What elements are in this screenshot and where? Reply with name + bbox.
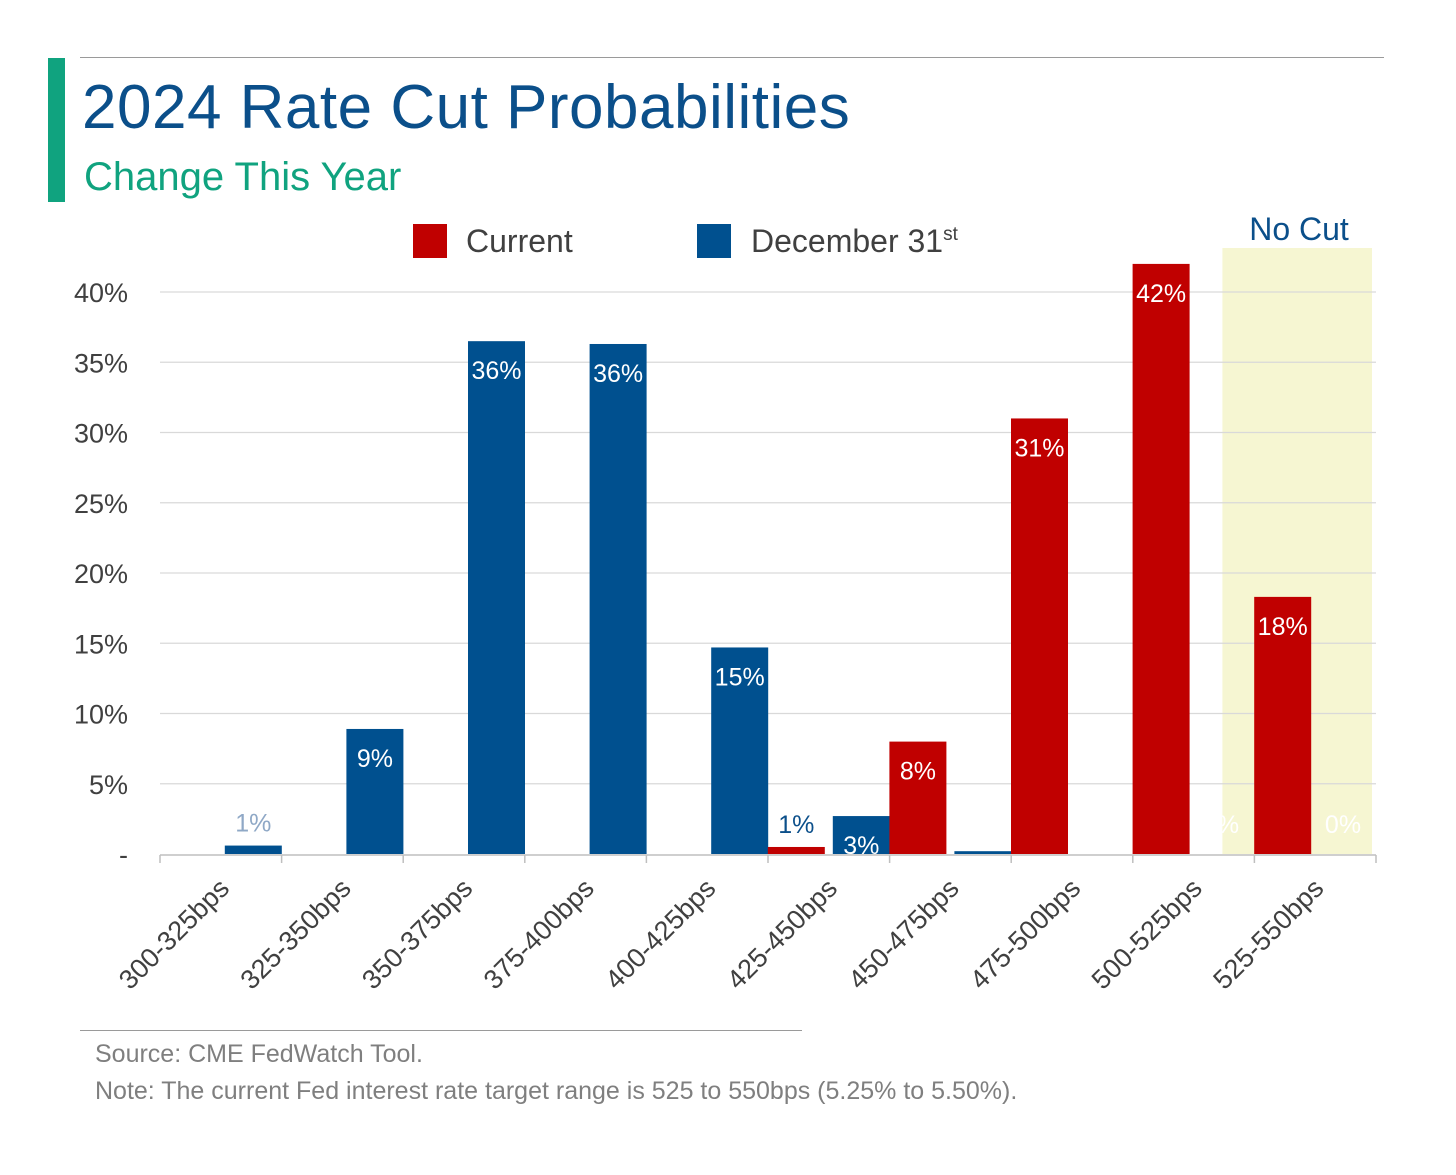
y-tick-label: -: [119, 840, 128, 870]
bar-december: [589, 343, 647, 854]
footer-rule: [80, 1030, 802, 1031]
legend-swatch-current: [413, 224, 447, 258]
bar-december: [832, 816, 890, 854]
data-label-current: 42%: [1136, 280, 1186, 308]
legend-label-december: December 31st: [751, 223, 959, 259]
data-label-current: 31%: [1014, 434, 1064, 462]
bar-current: [889, 741, 947, 854]
data-label-december: 15%: [715, 663, 765, 691]
y-tick-label: 40%: [74, 278, 128, 308]
bar-december: [711, 647, 769, 854]
data-label-current: 8%: [900, 758, 936, 786]
title-accent-bar: [48, 58, 65, 202]
y-tick-label: 15%: [74, 629, 128, 659]
x-tick-label: 525-550bps: [1207, 873, 1329, 995]
legend-swatch-december: [697, 224, 731, 258]
data-label-december: 9%: [357, 745, 393, 773]
y-tick-label: 25%: [74, 489, 128, 519]
data-label-december: 36%: [471, 357, 521, 385]
chart-subtitle: Change This Year: [84, 155, 402, 199]
x-tick-label: 500-525bps: [1086, 873, 1208, 995]
y-tick-label: 35%: [74, 348, 128, 378]
top-rule: [80, 57, 1384, 58]
bar-current: [1254, 596, 1312, 854]
bar-current: [767, 846, 825, 854]
x-tick-label: 425-450bps: [721, 873, 843, 995]
data-label-december: 3%: [843, 832, 879, 860]
bar-current: [1132, 263, 1190, 854]
data-label-december: %: [1217, 811, 1239, 839]
data-label-current: 1%: [778, 811, 814, 839]
x-tick-label: 325-350bps: [235, 873, 357, 995]
bar-chart: No Cut - 5% 10% 15% 20% 25% 30% 35% 40% 1% 300-325b…: [74, 211, 1377, 995]
bar-current: [1011, 418, 1068, 854]
chart-title: 2024 Rate Cut Probabilities: [82, 73, 851, 142]
x-tick-label: 450-475bps: [843, 873, 965, 995]
x-tick-label: 350-375bps: [356, 873, 478, 995]
x-tick-label: 400-425bps: [599, 873, 721, 995]
data-label-december: 0%: [1325, 811, 1361, 839]
y-tick-label: 10%: [74, 700, 128, 730]
bar-december: [954, 851, 1012, 854]
y-tick-label: 20%: [74, 559, 128, 589]
no-cut-label: No Cut: [1249, 211, 1349, 247]
bar-december: [346, 728, 404, 854]
x-tick-label: 475-500bps: [964, 873, 1086, 995]
data-label-current: 18%: [1258, 613, 1308, 641]
data-label-december: 36%: [593, 360, 643, 388]
x-tick-label: 375-400bps: [478, 873, 600, 995]
source-note: Source: CME FedWatch Tool.: [95, 1040, 423, 1068]
bar-december: [224, 845, 282, 854]
legend-label-current: Current: [466, 223, 573, 259]
y-tick-label: 30%: [74, 419, 128, 449]
bar-december: [468, 341, 525, 854]
y-tick-label: 5%: [89, 770, 128, 800]
data-label-december: 1%: [235, 810, 271, 838]
x-tick-label: 300-325bps: [113, 873, 235, 995]
footnote: Note: The current Fed interest rate targ…: [95, 1077, 1018, 1105]
